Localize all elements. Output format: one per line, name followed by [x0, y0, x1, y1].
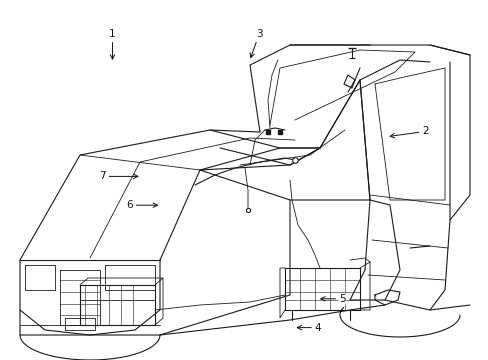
Text: 7: 7 — [99, 171, 138, 181]
Text: 2: 2 — [389, 126, 428, 138]
Text: 6: 6 — [126, 200, 157, 210]
Text: 1: 1 — [109, 29, 116, 59]
Text: 3: 3 — [250, 29, 262, 58]
Text: 5: 5 — [320, 294, 345, 304]
Text: 4: 4 — [297, 323, 321, 333]
